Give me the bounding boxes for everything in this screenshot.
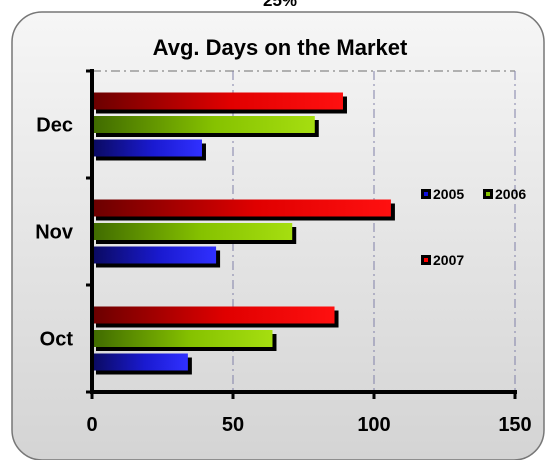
- bar-2005-Dec: [92, 139, 202, 157]
- x-tick-label-50: 50: [222, 414, 244, 436]
- category-label-Dec: Dec: [36, 115, 73, 137]
- legend-swatch-2006: [486, 192, 490, 196]
- legend-swatch-2007: [424, 258, 428, 262]
- bars: [92, 92, 395, 375]
- category-label-Oct: Oct: [40, 329, 74, 351]
- axes: 0 50 100 150 Oct Nov Dec: [35, 69, 532, 436]
- bar-2006-Dec: [92, 116, 315, 133]
- x-tick-label-150: 150: [498, 414, 531, 436]
- legend-label-2006: 2006: [495, 186, 526, 202]
- bar-2006-Nov: [92, 223, 293, 240]
- bar-2006-Oct: [92, 330, 273, 347]
- legend-swatch-2005: [424, 192, 428, 196]
- truncated-top-label: 25%: [262, 0, 298, 10]
- legend: 2005 2006 2007: [421, 186, 526, 268]
- category-label-Nov: Nov: [35, 222, 74, 244]
- x-tick-label-100: 100: [357, 414, 390, 436]
- bar-2007-Dec: [92, 92, 343, 110]
- bar-2005-Oct: [92, 353, 188, 371]
- bar-2007-Oct: [92, 306, 335, 324]
- x-tick-label-0: 0: [86, 414, 97, 436]
- bar-2007-Nov: [92, 199, 391, 217]
- legend-label-2005: 2005: [433, 186, 464, 202]
- bar-2005-Nov: [92, 246, 217, 264]
- chart-title: Avg. Days on the Market: [153, 35, 408, 60]
- legend-label-2007: 2007: [433, 252, 464, 268]
